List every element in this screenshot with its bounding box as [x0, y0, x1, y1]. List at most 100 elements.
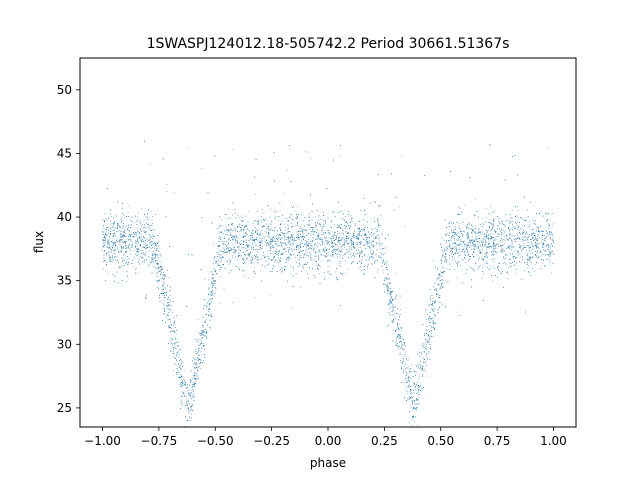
data-point [126, 259, 128, 261]
data-point [503, 262, 504, 264]
data-point [486, 261, 488, 263]
data-point [150, 247, 152, 249]
data-point [358, 233, 360, 235]
data-point [263, 212, 265, 214]
data-point [215, 260, 217, 262]
data-point [506, 238, 508, 240]
data-point [359, 260, 361, 262]
data-point [161, 266, 162, 267]
data-point [211, 283, 213, 285]
data-point [351, 219, 352, 220]
data-point [339, 233, 340, 234]
data-point [540, 241, 542, 243]
data-point [459, 243, 461, 245]
data-point [517, 205, 518, 207]
data-point [288, 238, 289, 239]
data-point [443, 272, 445, 274]
data-point [216, 262, 217, 264]
data-point [219, 302, 221, 304]
data-point [194, 372, 196, 374]
data-point [418, 386, 420, 387]
data-point [194, 367, 195, 369]
data-point [140, 225, 142, 227]
data-point [491, 225, 493, 227]
data-point [430, 317, 432, 319]
data-point [311, 233, 313, 234]
data-point [188, 147, 190, 149]
data-point [137, 219, 139, 221]
data-point [417, 399, 418, 400]
data-point [300, 236, 302, 237]
data-point [147, 266, 149, 268]
data-point [257, 259, 259, 261]
data-point [402, 361, 404, 362]
data-point [428, 317, 430, 319]
data-point [548, 223, 550, 225]
data-point [173, 192, 175, 194]
data-point [105, 253, 107, 255]
data-point [471, 236, 473, 238]
data-point [481, 242, 482, 243]
data-point [364, 227, 365, 228]
data-point [327, 249, 329, 251]
data-point [182, 402, 183, 404]
data-point [287, 226, 289, 228]
data-point [266, 250, 268, 252]
data-point [552, 245, 553, 247]
data-point [370, 257, 372, 258]
data-point [111, 216, 113, 217]
data-point [279, 228, 281, 230]
data-point [180, 382, 181, 384]
data-point [162, 268, 163, 270]
data-point [405, 375, 406, 377]
data-point [375, 202, 376, 204]
data-point [426, 376, 428, 378]
data-point [432, 321, 434, 323]
data-point [283, 234, 284, 236]
data-point [128, 227, 129, 228]
data-point [184, 393, 186, 394]
data-point [221, 257, 222, 259]
data-point [403, 369, 405, 370]
data-point [279, 227, 281, 228]
data-point [407, 360, 409, 362]
data-point [380, 251, 382, 253]
data-point [537, 247, 538, 248]
data-point [418, 391, 419, 393]
data-point [196, 358, 198, 360]
data-point [169, 295, 171, 296]
data-point [432, 297, 434, 299]
data-point [152, 216, 153, 217]
data-point [271, 228, 273, 230]
data-point [373, 238, 375, 240]
data-point [522, 278, 524, 280]
data-point [463, 241, 464, 243]
data-point [202, 327, 204, 328]
data-point [511, 217, 513, 219]
data-point [456, 277, 458, 279]
data-point [182, 405, 183, 407]
data-point [322, 230, 323, 232]
data-point [493, 233, 495, 235]
data-point [519, 256, 521, 258]
data-point [377, 218, 378, 220]
data-point [406, 367, 408, 368]
data-point [481, 278, 483, 280]
data-point [540, 231, 542, 233]
data-point [221, 266, 222, 268]
data-point [533, 232, 535, 234]
data-point [103, 242, 105, 244]
data-point [109, 238, 111, 240]
data-point [112, 244, 114, 246]
data-point [288, 243, 289, 244]
data-point [475, 255, 477, 257]
data-point [228, 247, 230, 248]
data-point [255, 231, 257, 233]
data-point [537, 235, 538, 237]
data-point [174, 337, 176, 339]
data-point [139, 221, 141, 223]
data-point [267, 244, 269, 246]
data-point [461, 241, 463, 242]
data-point [373, 217, 375, 219]
data-point [247, 277, 249, 279]
